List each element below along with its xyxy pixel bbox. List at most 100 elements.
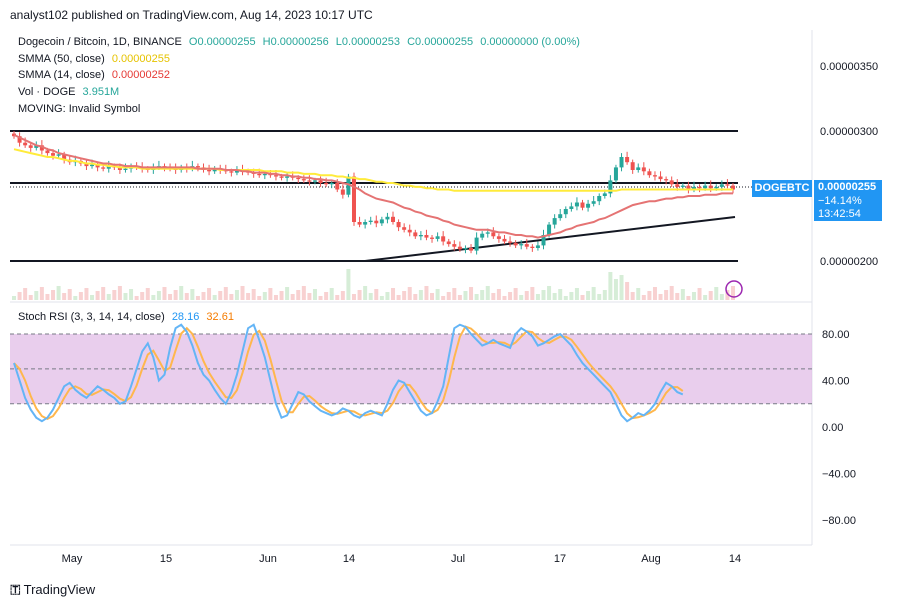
- smma50-label: SMMA (50, close): [18, 53, 105, 65]
- candle-body: [346, 176, 351, 195]
- candle-body: [28, 145, 33, 148]
- candle-body: [418, 235, 423, 237]
- candle-body: [658, 176, 663, 180]
- candle-body: [363, 222, 368, 225]
- candle-body: [385, 216, 390, 220]
- volume-bar: [218, 291, 223, 300]
- candle-body: [34, 145, 39, 148]
- volume-bar: [162, 287, 167, 300]
- candle-body: [17, 136, 22, 143]
- volume-bar: [463, 291, 468, 300]
- candle-body: [90, 164, 95, 167]
- volume-bar: [508, 292, 513, 300]
- candle-body: [407, 229, 412, 233]
- smma50-legend[interactable]: SMMA (50, close) 0.00000255: [18, 53, 170, 65]
- volume-bar: [535, 294, 540, 300]
- candle-body: [279, 176, 284, 178]
- candle-body: [669, 180, 674, 185]
- candle-body: [374, 220, 379, 224]
- volume-bar: [363, 286, 368, 300]
- volume-bar: [90, 295, 95, 300]
- candle-body: [630, 162, 635, 170]
- volume-bar: [251, 289, 256, 300]
- tradingview-logo[interactable]: 🇹 TradingView: [10, 582, 95, 597]
- candle-body: [513, 242, 518, 246]
- volume-bar: [430, 293, 435, 300]
- candle-body: [547, 224, 552, 235]
- stoch-legend[interactable]: Stoch RSI (3, 3, 14, 14, close) 28.16 32…: [18, 311, 234, 323]
- volume-bar: [647, 291, 652, 300]
- candle-body: [508, 241, 513, 243]
- time-tick-label: 14: [343, 553, 355, 565]
- volume-bar: [630, 292, 635, 300]
- volume-bar: [273, 295, 278, 300]
- volume-bar: [212, 295, 217, 300]
- volume-bar: [229, 294, 234, 300]
- candle-body: [324, 183, 329, 185]
- candle-body: [535, 245, 540, 248]
- volume-bar: [435, 289, 440, 300]
- smma50-value: 0.00000255: [111, 53, 170, 65]
- volume-bar: [480, 290, 485, 300]
- volume-bar: [379, 296, 384, 300]
- volume-bar: [574, 288, 579, 300]
- volume-bar: [708, 291, 713, 300]
- volume-bar: [324, 292, 329, 300]
- volume-bar: [34, 291, 39, 300]
- volume-bar: [156, 291, 161, 300]
- volume-bar: [12, 296, 16, 300]
- time-tick-label: Jun: [259, 553, 277, 565]
- volume-bar: [173, 290, 178, 300]
- candle-body: [424, 235, 429, 238]
- candle-body: [357, 222, 362, 225]
- volume-bar: [168, 294, 173, 300]
- volume-bar: [78, 292, 83, 300]
- volume-bar: [312, 289, 317, 300]
- candle-body: [569, 206, 574, 209]
- volume-bar: [368, 293, 373, 300]
- volume-bar: [541, 290, 546, 300]
- time-tick-label: Jul: [451, 553, 465, 565]
- time-tick-label: 17: [554, 553, 566, 565]
- volume-bar: [351, 294, 356, 300]
- volume-bar: [129, 289, 134, 300]
- volume-bar: [95, 291, 100, 300]
- volume-label: Vol · DOGE: [18, 86, 76, 98]
- candle-body: [613, 167, 618, 181]
- smma14-line: [13, 133, 733, 239]
- volume-legend[interactable]: Vol · DOGE 3.951M: [18, 86, 119, 98]
- smma50-line: [13, 148, 733, 192]
- candle-body: [441, 236, 446, 242]
- volume-bar: [39, 287, 44, 300]
- volume-bar: [608, 272, 613, 300]
- ohlc-change: 0.00000000 (0.00%): [480, 36, 580, 48]
- volume-bar: [569, 292, 574, 300]
- volume-bar: [613, 279, 618, 300]
- volume-bar: [552, 293, 557, 300]
- volume-bar: [391, 288, 396, 300]
- candle-body: [62, 154, 67, 160]
- candle-body: [496, 236, 501, 239]
- candle-body: [491, 232, 496, 237]
- candle-body: [391, 216, 396, 222]
- volume-bar: [45, 294, 50, 300]
- price-box: 0.00000255 −14.14% 13:42:54: [814, 180, 882, 221]
- ohlc-high: H0.00000256: [262, 36, 329, 48]
- moving-legend[interactable]: MOVING: Invalid Symbol: [18, 103, 140, 115]
- candle-body: [597, 196, 602, 202]
- volume-bar: [441, 296, 446, 300]
- tradingview-logo-icon: 🇹: [10, 582, 21, 596]
- candle-body: [708, 185, 713, 189]
- volume-bar: [340, 291, 345, 300]
- smma14-legend[interactable]: SMMA (14, close) 0.00000252: [18, 69, 170, 81]
- price-tick-label: 0.00000350: [820, 61, 878, 73]
- volume-bar: [502, 296, 507, 300]
- volume-bar: [123, 293, 128, 300]
- volume-bar: [151, 295, 156, 300]
- volume-bar: [669, 286, 674, 300]
- volume-bar: [731, 286, 735, 300]
- publisher-header: analyst102 published on TradingView.com,…: [10, 8, 373, 22]
- candle-body: [664, 179, 669, 181]
- volume-bar: [636, 288, 641, 300]
